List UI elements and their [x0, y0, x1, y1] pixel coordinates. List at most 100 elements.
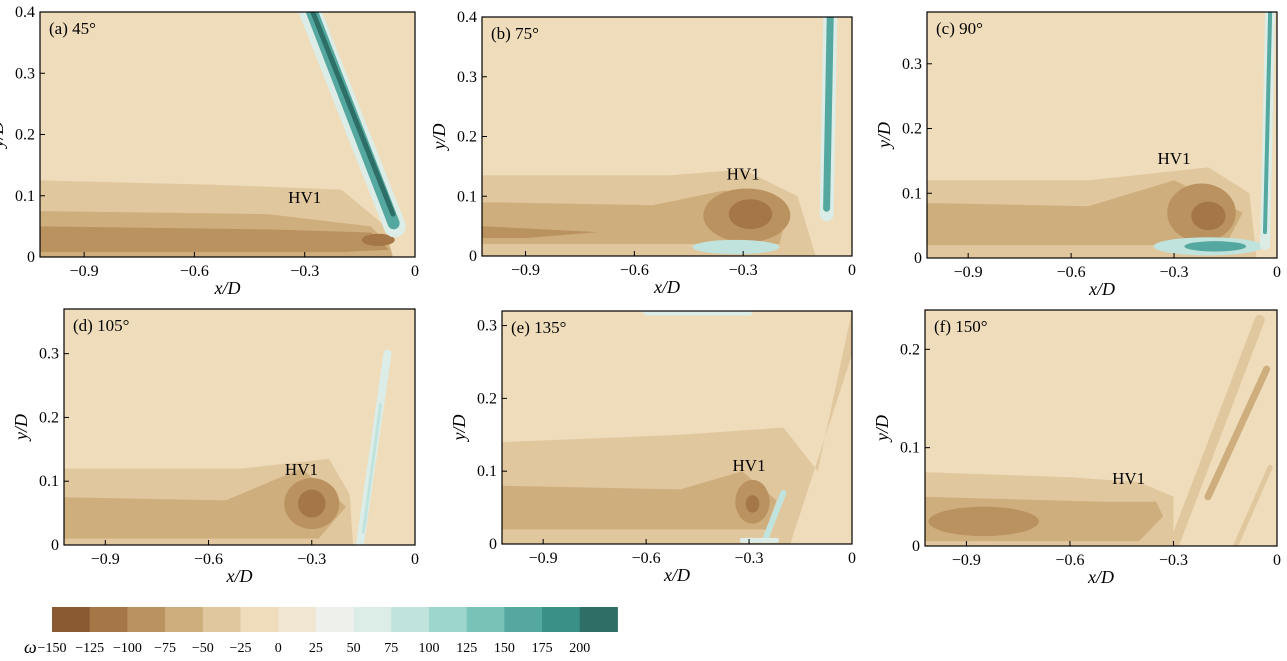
x-tick-label: −0.3 — [735, 550, 764, 567]
x-tick-label: −0.9 — [954, 264, 983, 281]
x-axis-label: x/D — [214, 278, 241, 298]
contour-field — [927, 12, 1277, 258]
wake-layer — [1168, 314, 1265, 546]
colorbar-tick-label: 175 — [532, 641, 553, 656]
panel-c: −0.9 −0.6 −0.3 0 0 0.1 0.2 0.3 x/D y/D (c) 90° HV1 — [874, 11, 1281, 299]
vortex-annotation: HV1 — [288, 188, 321, 207]
vortex-annotation: HV1 — [1158, 149, 1191, 168]
colorbar-swatch — [240, 607, 279, 632]
x-tick-label: −0.3 — [1159, 552, 1188, 569]
x-tick-label: 0 — [1273, 264, 1281, 281]
y-tick-label: 0 — [51, 537, 59, 554]
x-tick-label: −0.9 — [91, 551, 120, 568]
jet-wall-layer — [823, 17, 834, 212]
vortex-core — [728, 199, 773, 230]
vortex-core — [1191, 201, 1226, 231]
vortex-annotation: HV1 — [1112, 469, 1145, 488]
y-tick-label: 0.1 — [477, 463, 497, 480]
jet-wall-layer — [1262, 12, 1273, 235]
x-tick-label: −0.3 — [297, 551, 326, 568]
y-tick-label: 0 — [27, 249, 35, 266]
y-tick-label: 0.1 — [39, 473, 59, 490]
x-tick-label: −0.9 — [529, 550, 558, 567]
x-tick-label: −0.3 — [1160, 264, 1189, 281]
jet-wall-layer — [310, 12, 396, 217]
panel-a: −0.9 −0.6 −0.3 0 0 0.1 0.2 0.3 0.4 x/D y/D (a) 45° H… — [0, 4, 419, 298]
colorbar-swatch — [89, 607, 128, 632]
wake-layer — [1233, 464, 1273, 546]
panel-label: (b) 75° — [491, 24, 539, 43]
x-tick-label: −0.9 — [70, 263, 99, 280]
panel-label: (e) 135° — [511, 318, 566, 337]
colorbar-tick-label: 25 — [309, 641, 323, 656]
x-tick-label: 0 — [411, 551, 419, 568]
colorbar-tick-label: 75 — [384, 641, 398, 656]
axes-frame — [63, 308, 416, 546]
secondary-vortex — [692, 239, 780, 255]
colorbar-tick-label: −100 — [113, 641, 142, 656]
contour-field — [482, 17, 852, 256]
y-axis-label: y/D — [449, 415, 469, 443]
colorbar-swatch — [391, 607, 430, 632]
panel-b: −0.9 −0.6 −0.3 0 0 0.1 0.2 0.3 0.4 x/D y/D (b) 75° H… — [429, 9, 856, 297]
contour-band — [40, 226, 390, 253]
contour-band — [482, 226, 599, 239]
axes-frame — [924, 309, 1278, 547]
colorbar-tick-label: 200 — [569, 641, 590, 656]
vortex-core — [928, 506, 1039, 537]
y-tick-label: 0.1 — [900, 440, 920, 457]
contour-band — [64, 468, 347, 539]
axes-frame — [926, 11, 1278, 259]
y-tick-label: 0 — [469, 248, 477, 265]
y-tick-label: 0.1 — [902, 185, 922, 202]
x-axis-label: x/D — [663, 565, 690, 585]
vortex-annotation: HV1 — [727, 165, 760, 184]
y-tick-label: 0.2 — [15, 127, 35, 144]
colorbar-tick-label: 150 — [494, 641, 515, 656]
colorbar-swatch — [278, 607, 317, 632]
wake-layer — [1204, 365, 1271, 501]
x-axis-label: x/D — [653, 277, 680, 297]
panel-label: (a) 45° — [49, 19, 96, 38]
y-tick-label: 0.3 — [477, 318, 497, 335]
y-tick-label: 0.4 — [15, 4, 35, 21]
y-axis-label: y/D — [429, 124, 449, 152]
y-tick-label: 0.3 — [457, 69, 477, 86]
colorbar-swatch — [466, 607, 505, 632]
x-tick-label: 0 — [411, 263, 419, 280]
panel-label: (c) 90° — [936, 19, 983, 38]
vortex-core — [298, 489, 326, 518]
contour-field — [40, 12, 415, 257]
contour-band — [502, 311, 852, 544]
colorbar-swatch — [165, 607, 204, 632]
colorbar-swatch — [504, 607, 543, 632]
x-axis-label: x/D — [1088, 279, 1115, 299]
colorbar-swatch — [353, 607, 392, 632]
contour-field — [64, 309, 415, 545]
colorbar-swatch — [202, 607, 241, 632]
y-tick-label: 0.1 — [15, 188, 35, 205]
x-tick-label: 0 — [848, 550, 856, 567]
x-tick-label: −0.6 — [180, 263, 209, 280]
y-tick-label: 0.2 — [477, 390, 497, 407]
colorbar: −150 −125 −100 −75 −50 −25 0 25 50 75 100 125 150 175… — [24, 607, 618, 657]
colorbar-tick-label: −125 — [75, 641, 104, 656]
colorbar-tick-label: −25 — [230, 641, 252, 656]
colorbar-tick-label: 125 — [456, 641, 477, 656]
x-tick-label: −0.6 — [632, 550, 661, 567]
y-tick-label: 0.3 — [39, 346, 59, 363]
y-tick-label: 0.4 — [457, 9, 477, 26]
x-tick-label: 0 — [848, 262, 856, 279]
y-tick-label: 0.3 — [902, 56, 922, 73]
colorbar-swatch — [542, 607, 581, 632]
colorbar-tick-label: 0 — [275, 641, 282, 656]
x-tick-label: −0.3 — [729, 262, 758, 279]
jet-wall-layer — [361, 403, 383, 534]
x-tick-label: −0.9 — [511, 262, 540, 279]
colorbar-tick-label: 50 — [347, 641, 361, 656]
y-axis-label: y/D — [872, 415, 892, 443]
contour-field — [502, 311, 852, 544]
axes-frame — [501, 310, 853, 545]
y-tick-label: 0.2 — [902, 121, 922, 138]
